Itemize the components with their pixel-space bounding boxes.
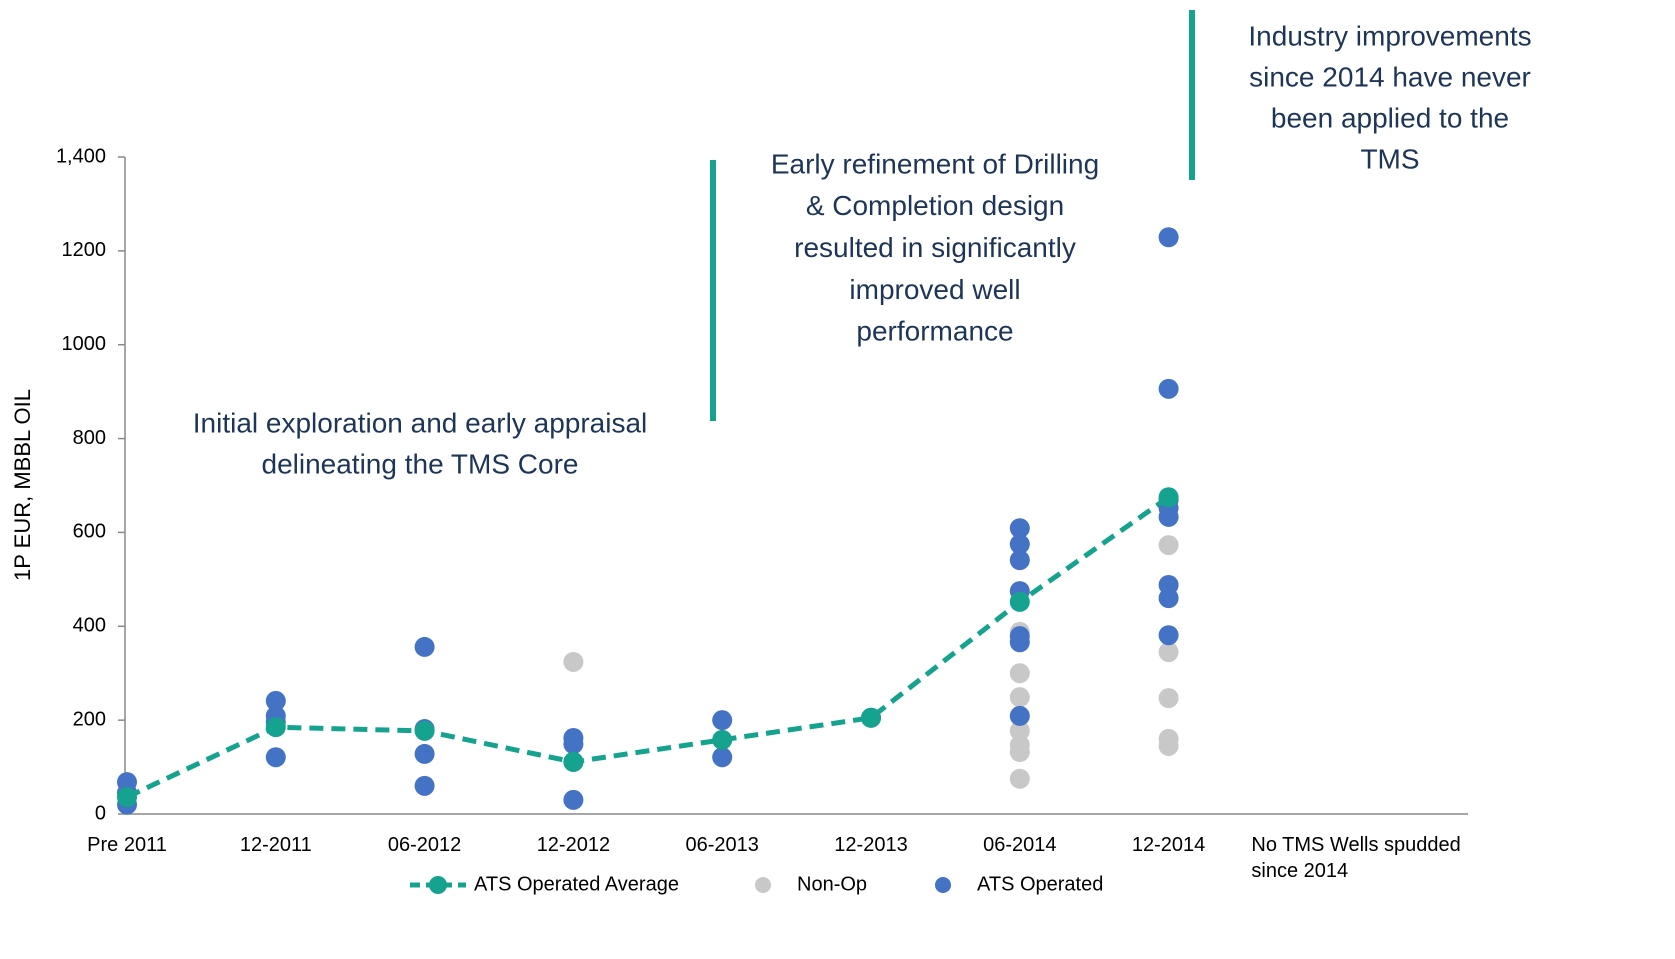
annotation: been applied to the bbox=[1271, 102, 1509, 133]
point bbox=[1009, 632, 1030, 653]
point bbox=[1009, 705, 1030, 726]
point bbox=[1158, 735, 1179, 756]
x-tick-label: 12-2013 bbox=[834, 834, 908, 856]
legend-label: ATS Operated Average bbox=[474, 873, 679, 895]
average-marker bbox=[265, 717, 286, 738]
x-tick-label: 06-2014 bbox=[983, 834, 1057, 856]
annotation: Industry improvements bbox=[1248, 20, 1531, 51]
x-tick-label: 12-2012 bbox=[536, 834, 611, 856]
x-tick-label: 12-2011 bbox=[239, 834, 312, 856]
annotation: & Completion design bbox=[806, 190, 1064, 221]
point bbox=[1158, 535, 1179, 556]
legend-marker bbox=[935, 877, 951, 893]
legend-marker bbox=[755, 877, 771, 893]
point bbox=[265, 690, 286, 711]
y-tick-label: 1000 bbox=[62, 333, 107, 355]
point bbox=[712, 710, 733, 731]
average-marker bbox=[1009, 591, 1030, 612]
point bbox=[1158, 642, 1179, 663]
average-marker bbox=[117, 787, 137, 808]
x-tick-label-box: No TMS Wells spudded since 2014 bbox=[1251, 834, 1461, 882]
x-tick-label-box: 06-2013 bbox=[685, 834, 759, 856]
legend-label: Non-Op bbox=[797, 873, 867, 895]
average-marker bbox=[563, 751, 584, 772]
y-tick-label: 600 bbox=[73, 521, 106, 543]
point bbox=[1158, 378, 1179, 399]
x-tick-label: Pre 2011 bbox=[87, 834, 167, 856]
point bbox=[712, 747, 733, 768]
point bbox=[1009, 768, 1030, 789]
x-tick-label-box: 12-2011 bbox=[239, 834, 312, 856]
point bbox=[563, 651, 584, 672]
average-marker bbox=[414, 720, 435, 741]
average-marker bbox=[1158, 487, 1179, 508]
x-tick-label-box: 06-2012 bbox=[387, 834, 462, 856]
annotation: performance bbox=[856, 316, 1013, 347]
legend-label: ATS Operated bbox=[977, 873, 1103, 895]
x-tick-label-box: 12-2012 bbox=[536, 834, 611, 856]
x-tick-label: 06-2012 bbox=[387, 834, 462, 856]
average-marker bbox=[861, 707, 881, 728]
x-tick-label: 06-2013 bbox=[685, 834, 759, 856]
average-marker bbox=[712, 729, 733, 750]
average-line bbox=[125, 495, 1171, 800]
point bbox=[1158, 588, 1179, 609]
point bbox=[414, 775, 435, 796]
point bbox=[1009, 742, 1030, 763]
x-tick-label: No TMS Wells spudded since 2014 bbox=[1251, 834, 1461, 882]
y-tick-label: 1200 bbox=[62, 239, 107, 261]
y-tick-label: 200 bbox=[73, 708, 106, 730]
annotation: improved well bbox=[849, 274, 1020, 305]
point bbox=[1009, 534, 1030, 555]
point bbox=[563, 789, 584, 810]
y-tick-label: 0 bbox=[95, 802, 106, 824]
point bbox=[1009, 518, 1030, 539]
point bbox=[1009, 720, 1030, 741]
annotation: Initial exploration and early appraisal bbox=[193, 407, 648, 438]
x-tick-label-box: Pre 2011 bbox=[87, 834, 167, 856]
point bbox=[1158, 227, 1179, 248]
point bbox=[1158, 625, 1179, 646]
point bbox=[414, 636, 435, 657]
y-tick-label: 1,400 bbox=[56, 145, 106, 167]
point bbox=[1009, 687, 1030, 708]
annotation: delineating the TMS Core bbox=[262, 448, 579, 479]
y-axis-label: 1P EUR, MBBL OIL bbox=[10, 389, 35, 581]
x-tick-label-box: 12-2014 bbox=[1131, 834, 1206, 856]
x-tick-label: 12-2014 bbox=[1131, 834, 1206, 856]
y-tick-label: 800 bbox=[73, 427, 106, 449]
x-tick-label-box: 12-2013 bbox=[834, 834, 908, 856]
point bbox=[1158, 506, 1179, 527]
x-tick-label-box: 06-2014 bbox=[983, 834, 1057, 856]
point bbox=[1158, 688, 1179, 709]
point bbox=[563, 734, 584, 755]
annotation: Early refinement of Drilling bbox=[771, 148, 1099, 179]
annotation: TMS bbox=[1360, 143, 1419, 174]
point bbox=[1009, 663, 1030, 684]
annotation: resulted in significantly bbox=[794, 232, 1076, 263]
point bbox=[414, 743, 435, 764]
point bbox=[1009, 550, 1030, 571]
legend-marker bbox=[429, 876, 447, 894]
point bbox=[265, 747, 286, 768]
y-tick-label: 400 bbox=[73, 615, 106, 637]
annotation: since 2014 have never bbox=[1249, 61, 1531, 92]
